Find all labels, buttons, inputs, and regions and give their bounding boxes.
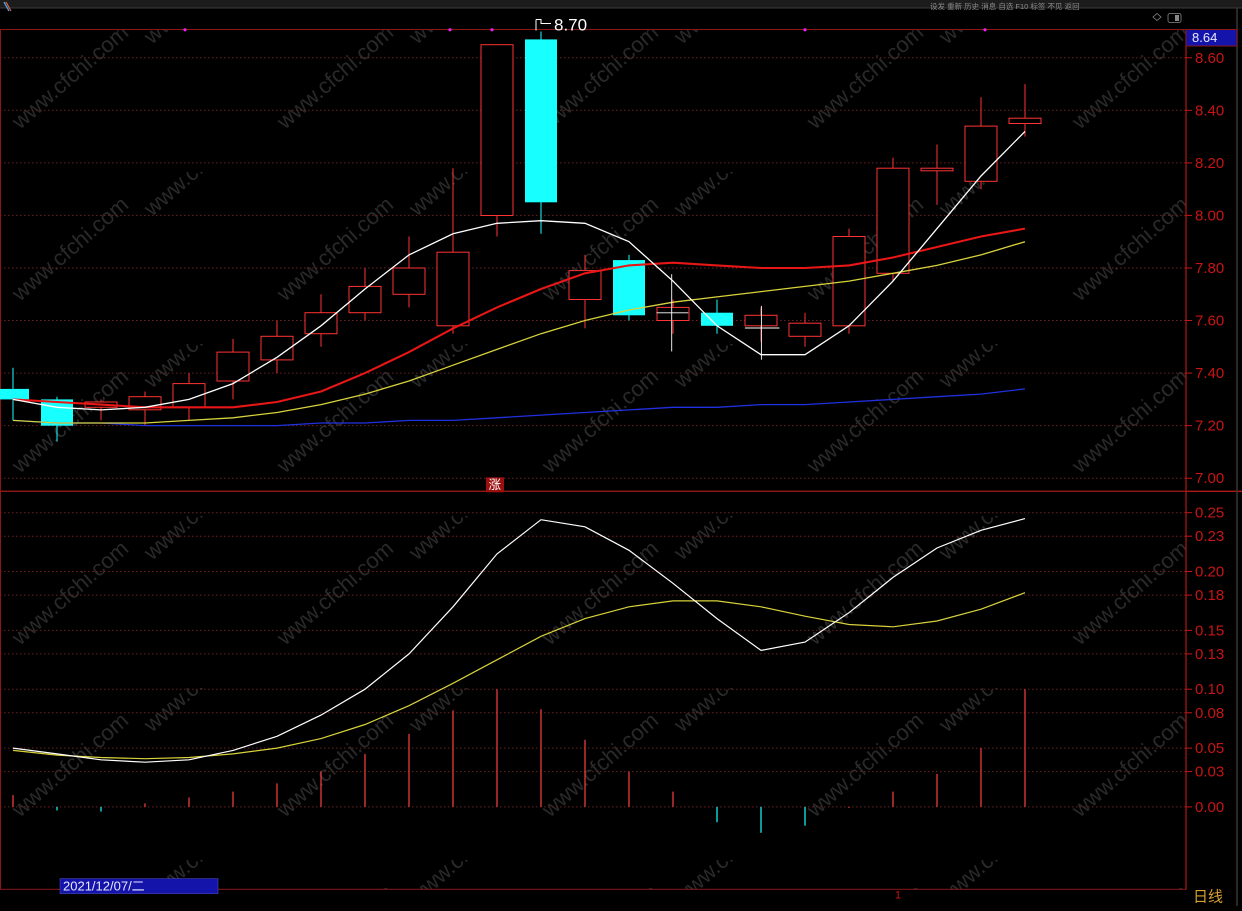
- svg-text:设发 重新 历史 消息 自选 F10 标签 不见 返回: 设发 重新 历史 消息 自选 F10 标签 不见 返回: [930, 1, 1080, 11]
- svg-text:8.64: 8.64: [1192, 30, 1217, 45]
- svg-text:7.60: 7.60: [1195, 313, 1224, 330]
- svg-text:0.00: 0.00: [1195, 799, 1224, 816]
- svg-text:0.23: 0.23: [1195, 528, 1224, 545]
- svg-text:0.10: 0.10: [1195, 681, 1224, 698]
- svg-text:7.20: 7.20: [1195, 418, 1224, 435]
- svg-text:0.05: 0.05: [1195, 740, 1224, 757]
- svg-text:0.15: 0.15: [1195, 622, 1224, 639]
- svg-text:涨: 涨: [489, 477, 502, 492]
- svg-text:8.20: 8.20: [1195, 155, 1224, 172]
- svg-text:8.00: 8.00: [1195, 207, 1224, 224]
- svg-text:0.08: 0.08: [1195, 705, 1224, 722]
- svg-text:2021/12/07/二: 2021/12/07/二: [63, 879, 145, 894]
- svg-text:8.70: 8.70: [554, 16, 587, 35]
- svg-text:1: 1: [895, 890, 901, 902]
- svg-text:日线: 日线: [1193, 889, 1223, 906]
- svg-text:0.20: 0.20: [1195, 564, 1224, 581]
- svg-text:0.03: 0.03: [1195, 764, 1224, 781]
- svg-text:0.13: 0.13: [1195, 646, 1224, 663]
- svg-text:7.40: 7.40: [1195, 365, 1224, 382]
- svg-text:8.60: 8.60: [1195, 50, 1224, 67]
- svg-text:0.18: 0.18: [1195, 587, 1224, 604]
- svg-text:7.00: 7.00: [1195, 470, 1224, 487]
- svg-text:0.25: 0.25: [1195, 505, 1224, 522]
- svg-text:7.80: 7.80: [1195, 260, 1224, 277]
- svg-text:8.40: 8.40: [1195, 102, 1224, 119]
